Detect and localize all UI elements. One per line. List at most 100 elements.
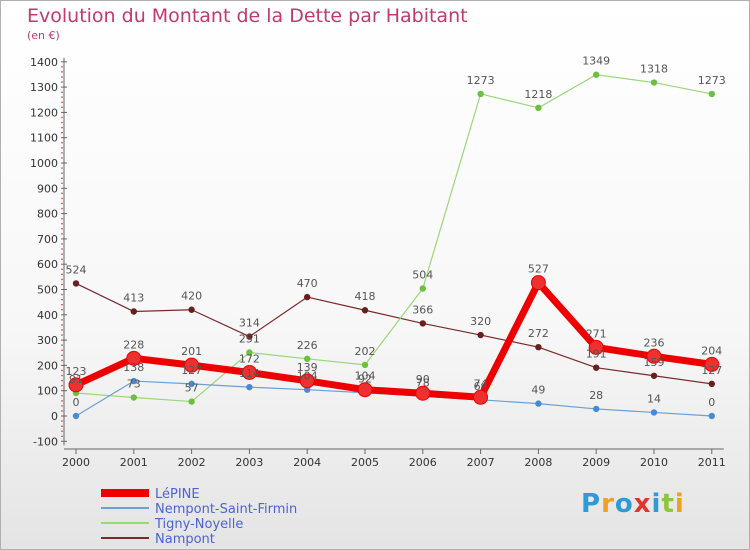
y-tick-label: 1400 xyxy=(30,56,58,69)
y-minor-tick xyxy=(61,243,63,245)
data-point xyxy=(708,380,715,388)
y-minor-tick xyxy=(61,334,63,336)
y-tick-label: 200 xyxy=(37,359,58,372)
y-tick-label: 0 xyxy=(51,410,58,423)
data-label: 14 xyxy=(647,392,661,405)
data-label: 320 xyxy=(470,315,491,328)
data-point xyxy=(299,373,315,389)
data-label: 1218 xyxy=(524,88,552,101)
y-tick-label: -100 xyxy=(33,435,58,448)
y-minor-tick xyxy=(61,298,63,301)
y-minor-tick xyxy=(61,217,63,220)
y-minor-tick xyxy=(61,359,63,362)
data-point xyxy=(130,394,137,401)
y-tick-label: 1200 xyxy=(30,106,58,119)
data-point xyxy=(361,307,369,314)
y-minor-tick xyxy=(61,152,63,154)
y-minor-tick xyxy=(61,400,63,402)
data-label: 49 xyxy=(531,384,545,397)
data-label: 64 xyxy=(474,380,488,393)
data-point xyxy=(241,364,257,380)
y-minor-tick xyxy=(61,172,63,174)
data-point xyxy=(72,280,80,287)
y-minor-tick xyxy=(61,91,63,93)
data-point xyxy=(650,409,658,416)
x-tick-label: 2001 xyxy=(120,456,148,469)
y-minor-tick xyxy=(61,81,63,83)
x-tick-label: 2005 xyxy=(351,456,379,469)
y-minor-tick xyxy=(61,157,63,159)
data-label: 1273 xyxy=(467,74,495,87)
x-tick-label: 2007 xyxy=(467,456,495,469)
y-minor-tick xyxy=(61,349,63,352)
y-minor-tick xyxy=(61,329,63,331)
data-label: 114 xyxy=(239,367,260,380)
series-line xyxy=(75,282,712,385)
data-point xyxy=(357,382,373,398)
y-minor-tick xyxy=(61,76,63,78)
data-label: 78 xyxy=(416,376,430,389)
data-label: 28 xyxy=(589,389,603,402)
data-label: 420 xyxy=(181,290,202,303)
data-label: 91 xyxy=(69,373,83,386)
data-label: 201 xyxy=(181,345,202,358)
y-minor-tick xyxy=(61,248,63,250)
x-tick-label: 2004 xyxy=(293,456,321,469)
data-point xyxy=(419,285,426,292)
x-tick-label: 2003 xyxy=(235,456,263,469)
y-minor-tick xyxy=(61,354,63,357)
chart-subtitle: (en €) xyxy=(27,29,60,42)
y-minor-tick xyxy=(61,324,63,326)
y-minor-tick xyxy=(61,405,63,407)
data-label: 104 xyxy=(355,370,376,383)
data-point xyxy=(477,331,484,339)
y-minor-tick xyxy=(61,101,63,104)
x-tick-label: 2006 xyxy=(409,456,437,469)
y-minor-tick xyxy=(61,410,63,412)
data-label: 418 xyxy=(355,290,376,303)
data-point xyxy=(593,71,600,78)
data-label: 139 xyxy=(297,361,318,374)
proxiti-logo: Proxiti xyxy=(581,489,685,519)
x-tick-label: 2002 xyxy=(178,456,206,469)
x-tick-label: 2011 xyxy=(698,456,726,469)
data-point xyxy=(184,357,200,373)
y-tick-label: 1100 xyxy=(30,132,58,145)
chart-title: Evolution du Montant de la Dette par Hab… xyxy=(27,5,468,27)
y-minor-tick xyxy=(61,197,63,200)
y-minor-tick xyxy=(61,167,63,169)
data-label: 127 xyxy=(701,364,722,377)
data-label: 504 xyxy=(412,268,433,281)
data-label: 527 xyxy=(528,263,549,276)
x-tick-label: 2009 xyxy=(582,456,610,469)
y-minor-tick xyxy=(61,177,63,179)
data-point xyxy=(126,350,142,366)
data-label: 73 xyxy=(127,378,141,391)
y-tick-label: 1000 xyxy=(30,157,58,170)
y-minor-tick xyxy=(61,303,63,306)
data-point xyxy=(650,79,658,86)
data-label: 366 xyxy=(412,303,433,316)
y-minor-tick xyxy=(61,425,63,427)
legend-label: LéPINE xyxy=(155,487,200,502)
data-label: 172 xyxy=(239,352,260,365)
y-minor-tick xyxy=(61,384,63,387)
y-minor-tick xyxy=(61,126,63,129)
data-label: 1318 xyxy=(640,63,668,76)
y-minor-tick xyxy=(61,308,63,311)
data-point xyxy=(473,389,489,405)
y-minor-tick xyxy=(61,258,63,260)
x-tick-label: 2000 xyxy=(62,456,90,469)
data-point xyxy=(415,385,431,401)
data-label: 104 xyxy=(297,370,318,383)
y-minor-tick xyxy=(61,222,63,225)
data-point xyxy=(246,349,253,356)
y-minor-tick xyxy=(61,207,63,210)
data-point xyxy=(419,320,426,327)
y-minor-tick xyxy=(61,319,63,321)
y-tick-label: 400 xyxy=(37,309,58,322)
data-label: 271 xyxy=(586,327,607,340)
x-tick-label: 2008 xyxy=(524,456,552,469)
data-label: 314 xyxy=(239,317,260,330)
